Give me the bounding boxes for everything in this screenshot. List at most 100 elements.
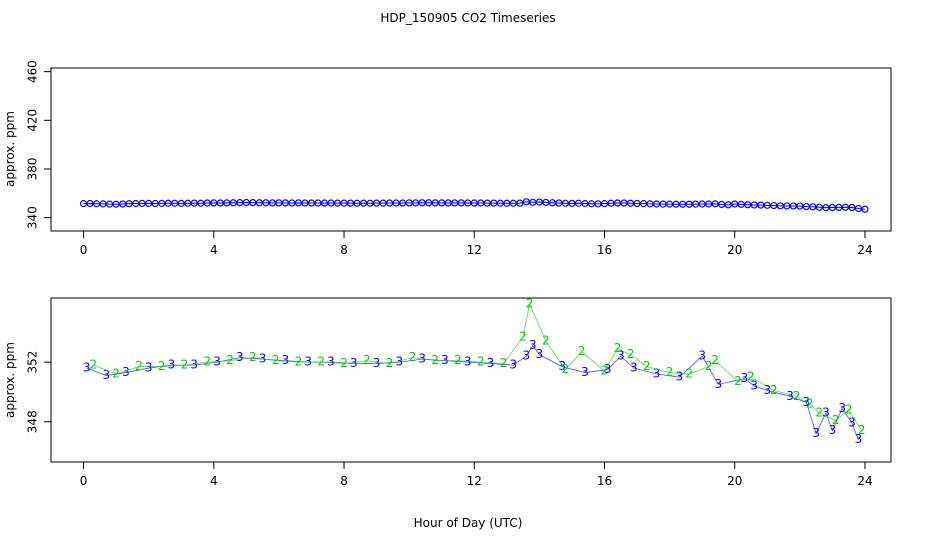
- bottom-series-2-point: 2: [832, 413, 840, 427]
- bottom-series-2-point: 2: [203, 355, 211, 369]
- top-y-tick-label: 380: [26, 158, 40, 181]
- top-data-point: [724, 201, 732, 209]
- bottom-series-2-point: 2: [226, 353, 234, 367]
- bottom-y-tick-label: 348: [26, 410, 40, 433]
- bottom-series-3-point: 3: [327, 355, 335, 369]
- bottom-series-3-point: 3: [848, 416, 856, 430]
- bottom-series-2-point: 2: [317, 355, 325, 369]
- bottom-series-2-point: 2: [627, 347, 635, 361]
- top-data-marks: [79, 198, 869, 213]
- bottom-series-3-point: 3: [741, 371, 749, 385]
- bottom-x-tick-label: 4: [210, 474, 218, 488]
- top-data-point: [516, 199, 524, 207]
- bottom-series-3-point: 3: [350, 356, 358, 370]
- bottom-series-3-point: 3: [145, 361, 153, 375]
- bottom-series-3-point: 3: [676, 370, 684, 384]
- bottom-series-2-point: 2: [793, 389, 801, 403]
- bottom-y-axis-label: approx. ppm: [3, 342, 17, 418]
- bottom-series-2-point: 2: [542, 334, 550, 348]
- bottom-series-3-point: 3: [838, 401, 846, 415]
- bottom-series-3-point: 3: [168, 358, 176, 372]
- bottom-y-tick-label: 352: [26, 351, 40, 374]
- bottom-x-tick-label: 0: [80, 474, 88, 488]
- bottom-series-3-point: 3: [653, 367, 661, 381]
- bottom-series-2-point: 2: [711, 353, 719, 367]
- bottom-series-3-point: 3: [855, 432, 863, 446]
- bottom-series-2-point: 2: [272, 353, 280, 367]
- bottom-x-tick-label: 8: [340, 474, 348, 488]
- bottom-series-2-point: 2: [431, 353, 439, 367]
- bottom-series-2-point: 2: [477, 355, 485, 369]
- top-x-tick-label: 24: [857, 243, 872, 257]
- bottom-series-3-point: 3: [122, 365, 130, 379]
- bottom-x-tick-label: 16: [597, 474, 612, 488]
- top-x-tick-label: 0: [80, 243, 88, 257]
- bottom-series-3-point: 3: [510, 358, 518, 372]
- bottom-series-2-point: 2: [614, 341, 622, 355]
- bottom-series-2-line: [93, 302, 863, 431]
- bottom-series-3-point: 3: [282, 353, 290, 367]
- bottom-series-3-point: 3: [630, 361, 638, 375]
- bottom-series-3-point: 3: [536, 347, 544, 361]
- bottom-series-2-point: 2: [666, 365, 674, 379]
- bottom-x-tick-label: 24: [857, 474, 872, 488]
- bottom-series-2-point: 2: [578, 344, 586, 358]
- bottom-series-3-point: 3: [236, 350, 244, 364]
- top-x-tick-label: 12: [467, 243, 482, 257]
- bottom-x-tick-label: 20: [727, 474, 742, 488]
- bottom-series-2-point: 2: [295, 355, 303, 369]
- bottom-series-3-point: 3: [763, 383, 771, 397]
- bottom-series-2-point: 2: [340, 356, 348, 370]
- bottom-series-3-point: 3: [396, 355, 404, 369]
- bottom-series-2-point: 2: [112, 367, 120, 381]
- bottom-series-3-point: 3: [373, 356, 381, 370]
- bottom-series-3-point: 3: [822, 405, 830, 419]
- top-x-tick-label: 4: [210, 243, 218, 257]
- bottom-series-2-point: 2: [734, 374, 742, 388]
- bottom-series-2-point: 2: [685, 367, 693, 381]
- bottom-series-3-point: 3: [715, 377, 723, 391]
- bottom-series-2-point: 2: [770, 383, 778, 397]
- bottom-series-3-point: 3: [829, 423, 837, 437]
- bottom-series-3-point: 3: [604, 362, 612, 376]
- bottom-series-3-point: 3: [83, 361, 91, 375]
- top-x-tick-label: 20: [727, 243, 742, 257]
- bottom-series-2-point: 2: [454, 353, 462, 367]
- bottom-series-2-point: 2: [705, 359, 713, 373]
- bottom-series-3-point: 3: [750, 378, 758, 392]
- top-y-axis-label: approx. ppm: [3, 111, 17, 187]
- top-x-tick-label: 16: [597, 243, 612, 257]
- bottom-series-3-point: 3: [190, 358, 198, 372]
- bottom-series-2-point: 2: [158, 359, 166, 373]
- bottom-series-2-point: 2: [363, 353, 371, 367]
- bottom-series-2-point: 2: [845, 402, 853, 416]
- x-axis-label: Hour of Day (UTC): [414, 516, 523, 530]
- bottom-series-2-point: 2: [816, 405, 824, 419]
- bottom-series-2-point: 2: [249, 350, 257, 364]
- bottom-series-2-point: 2: [562, 362, 570, 376]
- bottom-series-2-point: 2: [181, 358, 189, 372]
- bottom-series-3-point: 3: [523, 349, 531, 363]
- bottom-series-2-point: 2: [409, 350, 417, 364]
- bottom-series-2-point: 2: [500, 356, 508, 370]
- bottom-series-3-line: [86, 344, 859, 440]
- top-data-point: [861, 205, 869, 213]
- bottom-series-3-point: 3: [558, 359, 566, 373]
- top-series-line: [83, 201, 866, 210]
- bottom-series-2-point: 2: [90, 358, 98, 372]
- bottom-series-3-point: 3: [617, 349, 625, 363]
- bottom-series-3-point: 3: [812, 426, 820, 440]
- bottom-series-2-point: 2: [519, 329, 527, 343]
- top-x-tick-label: 8: [340, 243, 348, 257]
- bottom-series-2-point: 2: [135, 359, 143, 373]
- chart-title: HDP_150905 CO2 Timeseries: [380, 11, 555, 25]
- bottom-series-3-point: 3: [304, 355, 312, 369]
- bottom-series-3-point: 3: [698, 349, 706, 363]
- bottom-series-2-point: 2: [526, 296, 534, 310]
- bottom-series-3-point: 3: [786, 389, 794, 403]
- top-y-tick-label: 460: [26, 60, 40, 83]
- bottom-series-3-point: 3: [529, 338, 537, 352]
